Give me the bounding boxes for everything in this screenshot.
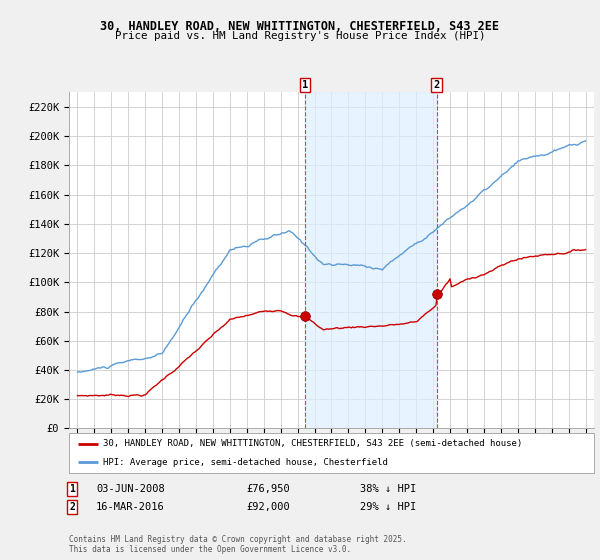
Text: HPI: Average price, semi-detached house, Chesterfield: HPI: Average price, semi-detached house,… <box>103 458 388 467</box>
Text: £76,950: £76,950 <box>246 484 290 494</box>
Text: 30, HANDLEY ROAD, NEW WHITTINGTON, CHESTERFIELD, S43 2EE: 30, HANDLEY ROAD, NEW WHITTINGTON, CHEST… <box>101 20 499 32</box>
Text: Contains HM Land Registry data © Crown copyright and database right 2025.
This d: Contains HM Land Registry data © Crown c… <box>69 535 407 554</box>
Text: 03-JUN-2008: 03-JUN-2008 <box>96 484 165 494</box>
Text: 30, HANDLEY ROAD, NEW WHITTINGTON, CHESTERFIELD, S43 2EE (semi-detached house): 30, HANDLEY ROAD, NEW WHITTINGTON, CHEST… <box>103 439 523 448</box>
Bar <box>305 92 437 428</box>
Text: 38% ↓ HPI: 38% ↓ HPI <box>360 484 416 494</box>
Text: 2: 2 <box>434 80 440 90</box>
Text: 2: 2 <box>69 502 75 512</box>
Text: 16-MAR-2016: 16-MAR-2016 <box>96 502 165 512</box>
Text: £92,000: £92,000 <box>246 502 290 512</box>
Text: Price paid vs. HM Land Registry's House Price Index (HPI): Price paid vs. HM Land Registry's House … <box>115 31 485 41</box>
Text: 1: 1 <box>69 484 75 494</box>
Text: 29% ↓ HPI: 29% ↓ HPI <box>360 502 416 512</box>
Text: 1: 1 <box>302 80 308 90</box>
